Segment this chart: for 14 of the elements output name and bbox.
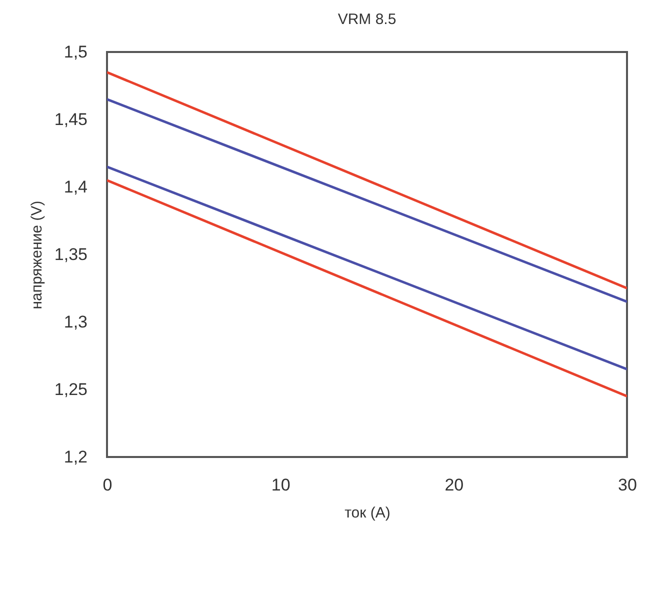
y-tick-label: 1,4	[64, 178, 88, 196]
x-tick-label: 0	[102, 476, 112, 494]
x-tick-label: 20	[444, 476, 464, 494]
y-tick-label: 1,3	[64, 312, 88, 332]
y-tick-label: 1,25	[54, 380, 88, 399]
y-axis-title: напряжение (V)	[28, 200, 46, 310]
y-tick-label: 1,35	[54, 245, 88, 264]
y-tick-label: 1,2	[64, 448, 88, 466]
y-tick-label: 1,45	[54, 110, 88, 129]
chart-title: VRM 8.5	[338, 11, 396, 28]
x-tick-label: 30	[618, 476, 637, 494]
y-tick-label: 1,5	[64, 42, 88, 62]
x-axis-title: ток (A)	[344, 504, 390, 522]
x-tick-label: 10	[271, 476, 290, 494]
